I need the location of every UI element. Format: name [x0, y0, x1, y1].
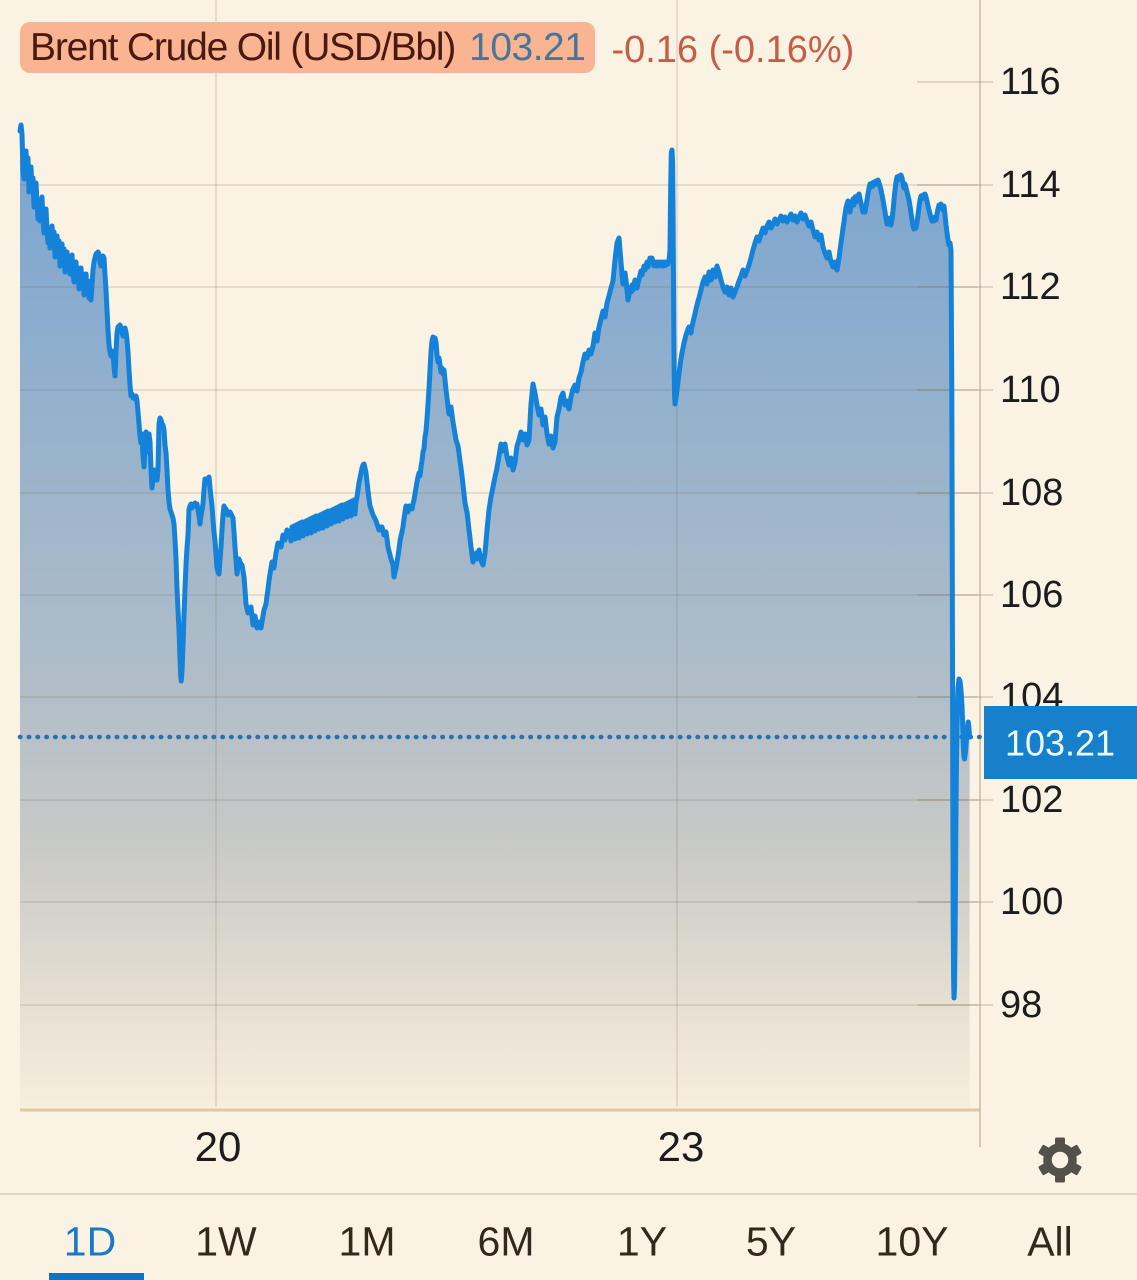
svg-text:116: 116: [1000, 61, 1061, 103]
svg-text:100: 100: [1000, 881, 1063, 923]
svg-text:110: 110: [1000, 369, 1061, 411]
svg-text:114: 114: [1000, 164, 1061, 206]
svg-text:108: 108: [1000, 472, 1063, 514]
svg-text:103.21: 103.21: [1005, 723, 1115, 764]
svg-text:112: 112: [1000, 266, 1061, 308]
svg-text:102: 102: [1000, 779, 1063, 821]
svg-text:106: 106: [1000, 574, 1063, 616]
svg-text:98: 98: [1000, 984, 1042, 1026]
